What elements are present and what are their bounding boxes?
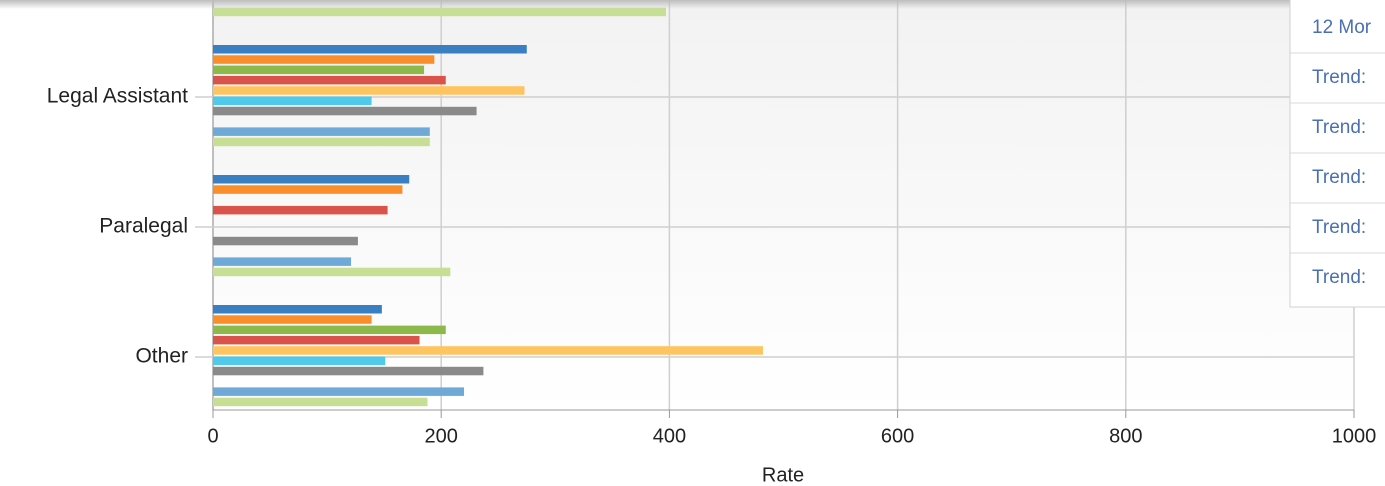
bar <box>213 96 372 105</box>
bar <box>213 106 477 116</box>
bar <box>213 185 403 194</box>
panel-item: 12 Mor <box>1312 17 1372 38</box>
bar <box>213 86 525 95</box>
bar <box>213 75 446 85</box>
y-tick-label: Paralegal <box>99 215 188 238</box>
panel-item: Trend: <box>1312 167 1366 188</box>
bar <box>213 7 666 17</box>
bar <box>213 257 352 266</box>
bar <box>213 267 451 277</box>
y-tick-label: Other <box>135 345 188 368</box>
bar <box>213 175 410 184</box>
x-tick-label: 400 <box>653 425 686 447</box>
bar <box>213 55 435 64</box>
x-tick-label: 1000 <box>1332 425 1377 447</box>
bar <box>213 137 430 147</box>
panel-item: Trend: <box>1312 217 1366 238</box>
header-shadow <box>0 0 1290 9</box>
bar <box>213 325 446 335</box>
bar <box>213 366 484 376</box>
x-tick-label: 600 <box>881 425 914 447</box>
bar <box>213 335 420 345</box>
bar <box>213 315 372 324</box>
x-tick-label: 800 <box>1109 425 1142 447</box>
bar <box>213 356 386 365</box>
bar <box>213 397 428 407</box>
bar <box>213 305 382 314</box>
bar <box>213 127 430 136</box>
panel-item: Trend: <box>1312 67 1366 88</box>
y-tick-label: Legal Assistant <box>47 85 188 108</box>
bar <box>213 346 763 355</box>
panel-item: Trend: <box>1312 267 1366 288</box>
bar <box>213 45 527 54</box>
x-tick-label: 0 <box>207 425 218 447</box>
bar <box>213 205 388 215</box>
x-axis-label: Rate <box>762 464 804 486</box>
bar <box>213 65 425 75</box>
panel-item: Trend: <box>1312 117 1366 138</box>
bar <box>213 387 465 396</box>
x-tick-label: 200 <box>425 425 458 447</box>
bar <box>213 236 358 246</box>
